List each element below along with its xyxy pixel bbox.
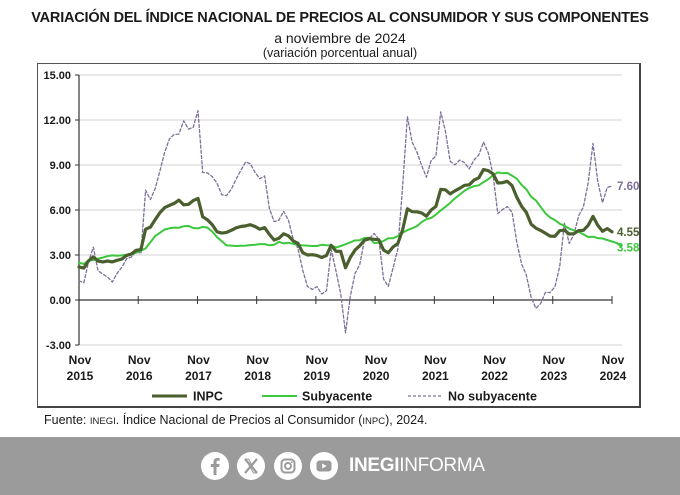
- brand-bold: INEGI: [349, 455, 400, 476]
- x-tick-label-month: Nov: [128, 353, 151, 367]
- source-abbr: INPC: [362, 416, 386, 427]
- x-tick-label-month: Nov: [187, 353, 210, 367]
- chart-subtitle: a noviembre de 2024: [274, 30, 406, 46]
- chart-units-note: (variación porcentual anual): [262, 46, 418, 60]
- end-label-inpc: 4.55: [617, 227, 640, 239]
- axes: [75, 74, 613, 346]
- youtube-icon[interactable]: [310, 452, 338, 480]
- x-tick-label-month: Nov: [69, 353, 92, 367]
- legend-label-subyacente: Subyacente: [302, 390, 372, 404]
- x-tick-label-year: 2021: [422, 369, 449, 383]
- x-tick-label-year: 2019: [304, 369, 331, 383]
- x-tick-label-month: Nov: [306, 353, 329, 367]
- end-label-subyacente: 3.58: [617, 242, 640, 254]
- series: [77, 110, 623, 334]
- legend-label-no-subyacente: No subyacente: [448, 390, 537, 404]
- labels: -3.00 0.00 3.00 6.00 9.00 12.00 15.00 Nov 2015 No…: [43, 70, 640, 383]
- x-tick-label-month: Nov: [365, 353, 388, 367]
- y-tick-label: 15.00: [43, 70, 71, 82]
- x-tick-label-year: 2020: [363, 369, 390, 383]
- series-line-inpc: [77, 167, 614, 270]
- y-tick-label: 12.00: [43, 115, 71, 127]
- x-tick-label-year: 2017: [185, 369, 212, 383]
- series-line-no-subyacente: [78, 110, 613, 334]
- y-tick-label: 6.00: [50, 205, 71, 217]
- instagram-icon[interactable]: [274, 452, 302, 480]
- line-chart: -3.00 0.00 3.00 6.00 9.00 12.00 15.00 Nov 2015 No…: [43, 70, 640, 404]
- facebook-icon[interactable]: [201, 452, 229, 480]
- legend-label-inpc: INPC: [193, 390, 223, 404]
- x-tick-label-month: Nov: [246, 353, 269, 367]
- source-org: INEGI: [89, 416, 116, 427]
- brand-light: INFORMA: [399, 455, 485, 476]
- x-tick-label-month: Nov: [542, 353, 565, 367]
- x-tick-label-year: 2016: [126, 369, 153, 383]
- source-middle: . Índice Nacional de Precios al Consumid…: [115, 413, 363, 427]
- x-tick-label-year: 2023: [540, 369, 567, 383]
- legend: INPC Subyacente No subyacente: [152, 390, 537, 404]
- y-tick-label: -3.00: [46, 340, 71, 352]
- source-prefix: Fuente:: [44, 413, 90, 427]
- source-note: Fuente: INEGI. Índice Nacional de Precio…: [44, 413, 428, 427]
- x-tick-label-month: Nov: [602, 353, 625, 367]
- x-tick-label-year: 2022: [481, 369, 508, 383]
- footer-bar: [0, 437, 680, 495]
- chart-frame: [37, 63, 641, 408]
- y-tick-label: 0.00: [50, 295, 71, 307]
- end-label-no-subyacente: 7.60: [617, 181, 639, 193]
- gridlines: [79, 74, 622, 346]
- x-tick-label-year: 2015: [67, 369, 94, 383]
- x-tick-label-year: 2024: [600, 369, 627, 383]
- x-tick-label-year: 2018: [244, 369, 271, 383]
- chart-title: VARIACIÓN DEL ÍNDICE NACIONAL DE PRECIOS…: [31, 10, 649, 26]
- source-suffix: ), 2024.: [385, 413, 428, 427]
- x-tick-label-month: Nov: [483, 353, 506, 367]
- x-tick-label-month: Nov: [424, 353, 447, 367]
- y-tick-label: 9.00: [50, 160, 71, 172]
- y-tick-label: 3.00: [50, 250, 71, 262]
- series-line-subyacente: [78, 171, 623, 265]
- brand-inegiinforma[interactable]: INEGIINFORMA: [349, 455, 485, 477]
- x-icon[interactable]: [237, 452, 265, 480]
